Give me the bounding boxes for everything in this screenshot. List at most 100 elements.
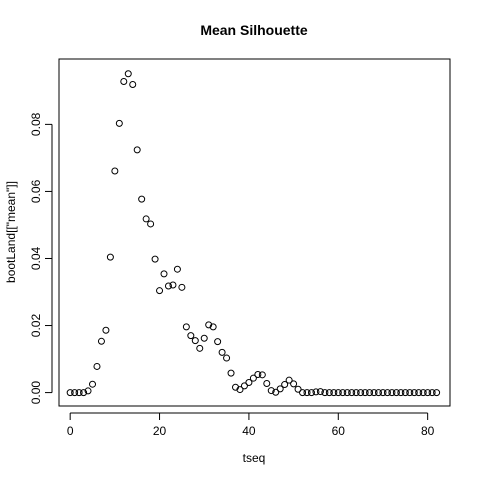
data-point — [200, 334, 208, 342]
data-point — [142, 215, 150, 223]
data-point — [339, 389, 347, 397]
data-point — [263, 380, 271, 388]
data-point — [379, 389, 387, 397]
data-point — [357, 389, 365, 397]
data-point — [392, 389, 400, 397]
data-point — [71, 389, 79, 397]
y-axis-label: bootLand[["mean"]] — [4, 181, 18, 283]
data-point — [299, 389, 307, 397]
data-point — [80, 389, 88, 397]
data-point — [102, 326, 110, 334]
data-point — [375, 389, 383, 397]
data-point — [218, 348, 226, 356]
data-point — [75, 389, 83, 397]
data-point — [388, 389, 396, 397]
data-point — [240, 382, 248, 390]
data-point — [138, 195, 146, 203]
data-point — [428, 389, 436, 397]
data-point — [236, 386, 244, 394]
data-point — [397, 389, 405, 397]
data-point — [205, 321, 213, 329]
data-point — [406, 389, 414, 397]
data-point — [196, 344, 204, 352]
data-point — [111, 167, 119, 175]
y-tick-label: 0.02 — [29, 314, 43, 338]
data-point — [245, 379, 253, 387]
x-tick-label: 20 — [153, 424, 167, 438]
plot-frame — [58, 58, 451, 407]
data-point — [258, 371, 266, 379]
data-point — [129, 80, 137, 88]
data-point — [169, 281, 177, 289]
chart-title: Mean Silhouette — [200, 22, 308, 38]
y-tick-label: 0.00 — [29, 381, 43, 405]
data-point — [433, 389, 441, 397]
data-point — [227, 369, 235, 377]
data-point — [164, 282, 172, 290]
x-tick-label: 60 — [332, 424, 346, 438]
data-point — [223, 354, 231, 362]
data-point — [173, 265, 181, 273]
data-point — [84, 387, 92, 395]
data-point — [209, 323, 217, 331]
y-axis: 0.00 0.02 0.04 0.06 0.08 — [29, 112, 53, 405]
data-point — [419, 389, 427, 397]
data-point — [361, 389, 369, 397]
data-point — [133, 146, 141, 154]
data-point — [178, 283, 186, 291]
y-tick-label: 0.08 — [29, 112, 43, 136]
data-point — [294, 385, 302, 393]
data-point — [348, 389, 356, 397]
data-point — [424, 389, 432, 397]
data-point — [97, 337, 105, 345]
data-point — [151, 255, 159, 263]
data-point — [334, 389, 342, 397]
data-point — [66, 389, 74, 397]
data-point — [285, 376, 293, 384]
data-point — [214, 338, 222, 346]
data-points — [66, 70, 441, 397]
data-point — [272, 388, 280, 396]
data-point — [115, 119, 123, 127]
data-point — [106, 253, 114, 261]
data-point — [254, 370, 262, 378]
data-point — [89, 380, 97, 388]
data-point — [124, 70, 132, 78]
data-point — [321, 389, 329, 397]
data-point — [120, 77, 128, 85]
data-point — [343, 389, 351, 397]
data-point — [370, 389, 378, 397]
data-point — [325, 389, 333, 397]
data-point — [312, 388, 320, 396]
x-tick-label: 80 — [421, 424, 435, 438]
data-point — [401, 389, 409, 397]
data-point — [383, 389, 391, 397]
x-axis-label: tseq — [243, 451, 266, 465]
data-point — [191, 337, 199, 345]
data-point — [290, 380, 298, 388]
data-point — [410, 389, 418, 397]
data-point — [366, 389, 374, 397]
data-point — [307, 389, 315, 397]
data-point — [187, 332, 195, 340]
data-point — [316, 388, 324, 396]
data-point — [303, 389, 311, 397]
y-tick-label: 0.04 — [29, 246, 43, 270]
x-tick-label: 40 — [242, 424, 256, 438]
data-point — [330, 389, 338, 397]
x-tick-label: 0 — [67, 424, 74, 438]
data-point — [93, 362, 101, 370]
data-point — [276, 385, 284, 393]
data-point — [281, 381, 289, 389]
data-point — [249, 374, 257, 382]
data-point — [352, 389, 360, 397]
data-point — [267, 387, 275, 395]
data-point — [156, 287, 164, 295]
x-axis: 0 20 40 60 80 — [67, 412, 435, 438]
y-tick-label: 0.06 — [29, 179, 43, 203]
data-point — [147, 220, 155, 228]
data-point — [160, 270, 168, 278]
data-point — [415, 389, 423, 397]
data-point — [182, 323, 190, 331]
